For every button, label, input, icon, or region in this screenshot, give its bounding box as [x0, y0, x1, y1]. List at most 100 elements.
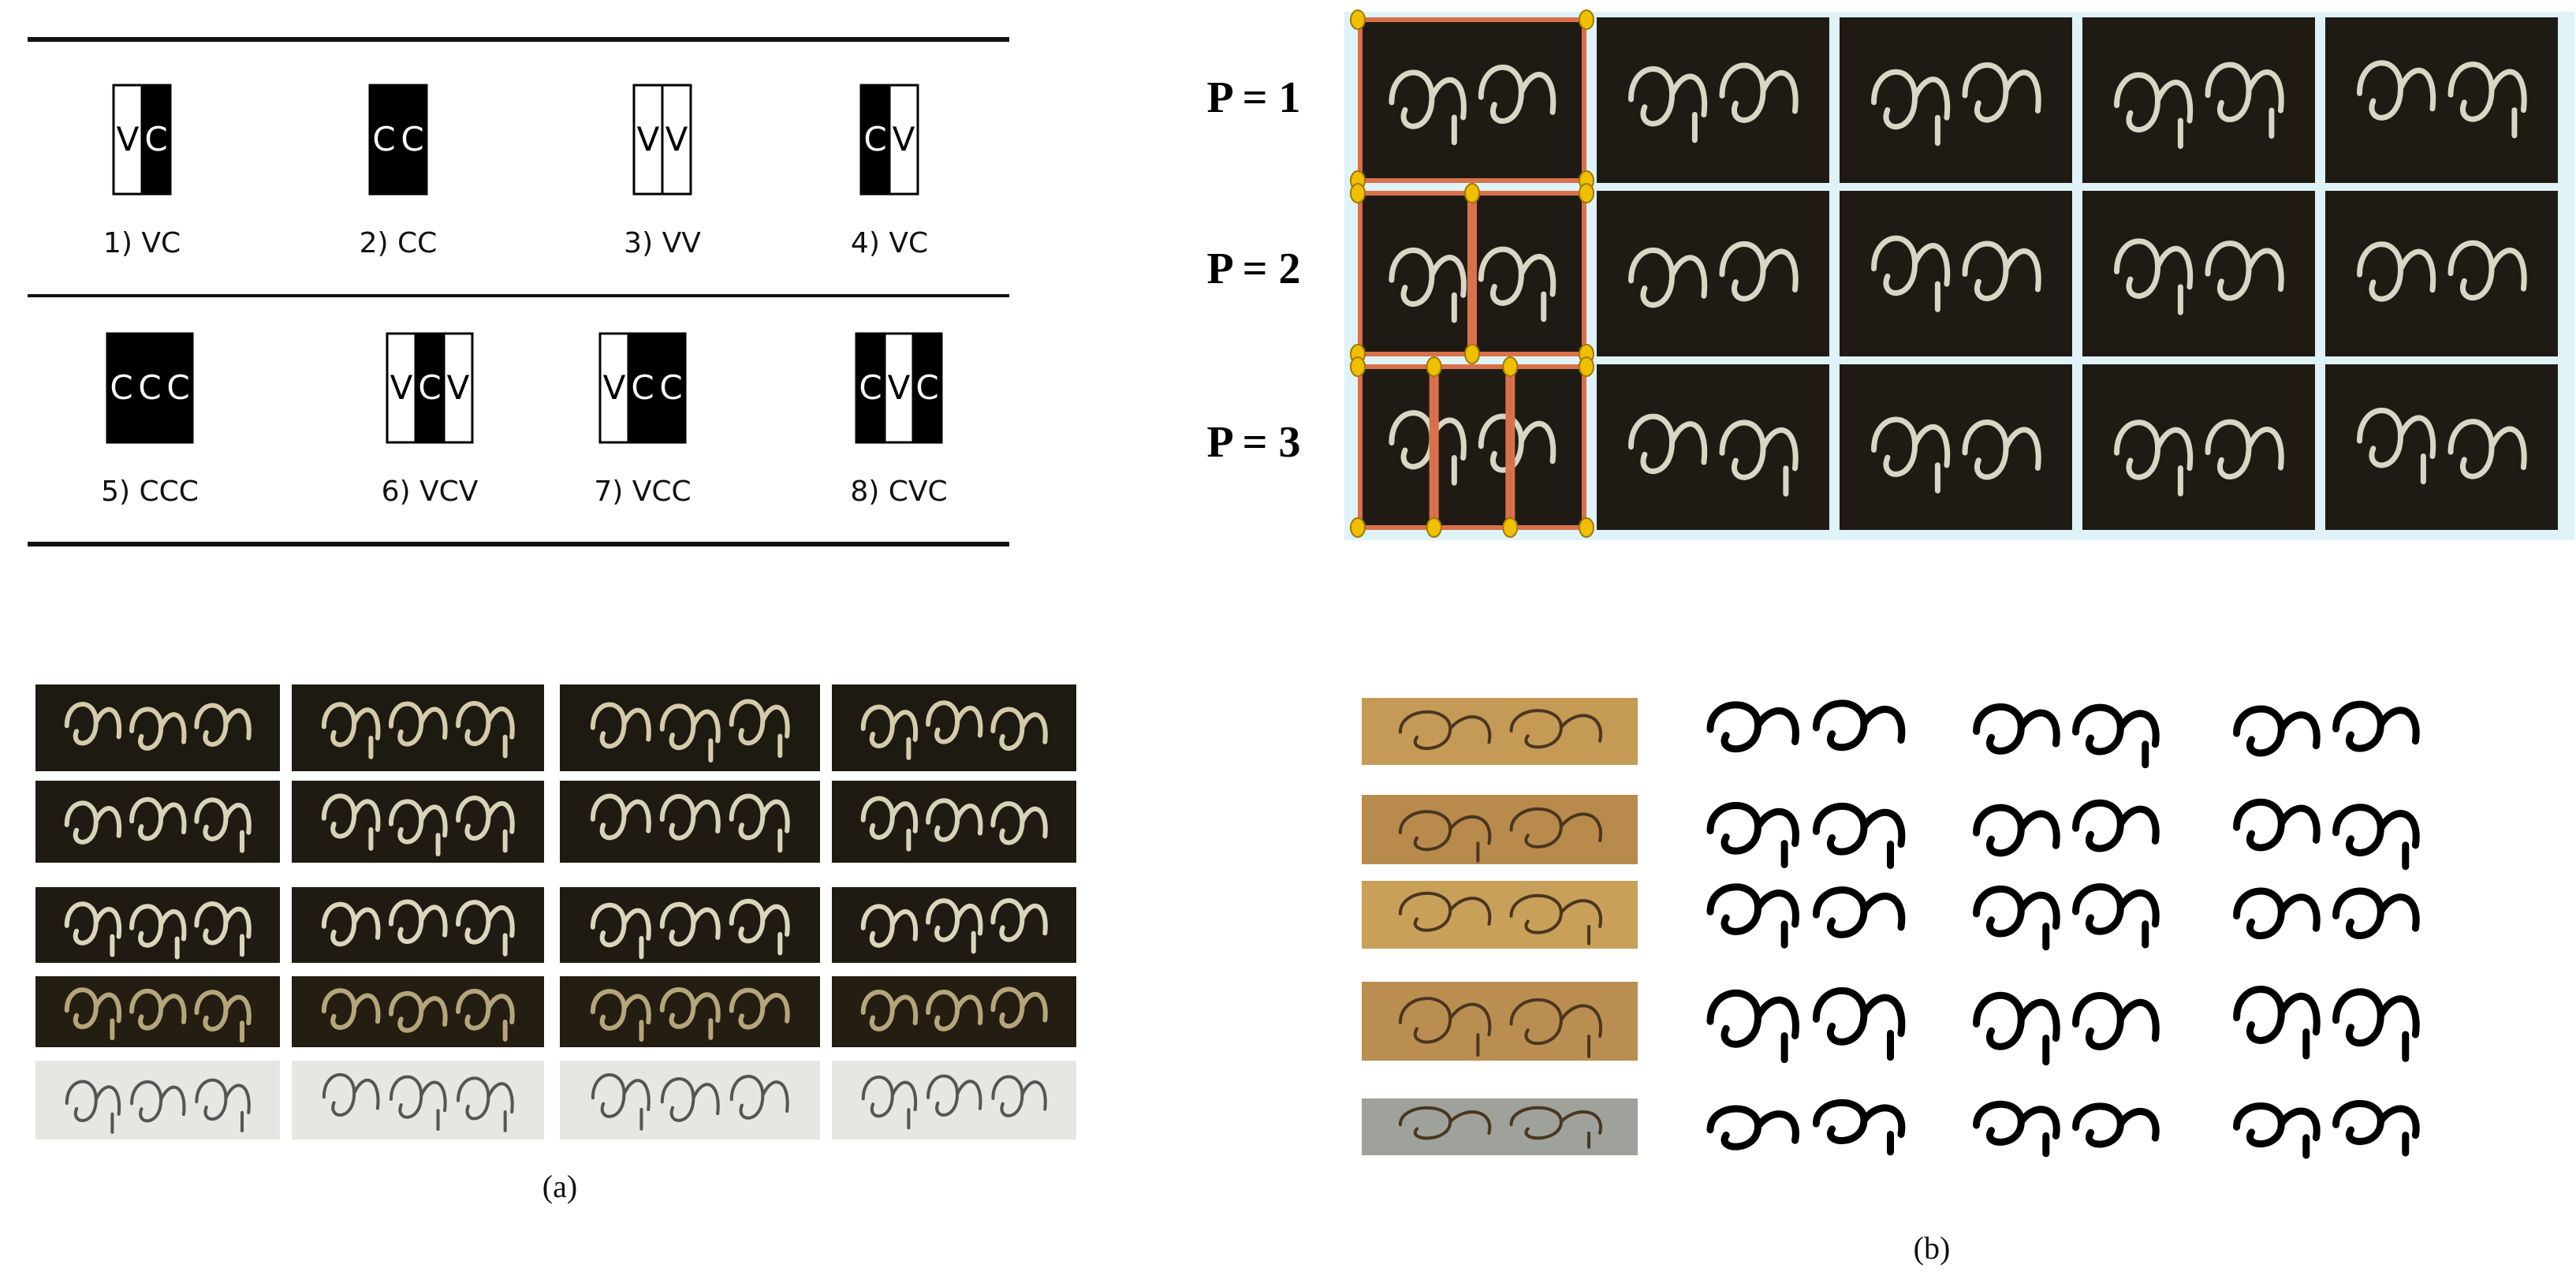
handwritten-glyph [2447, 240, 2527, 300]
handwritten-glyph [590, 702, 651, 749]
handwritten-glyph [659, 901, 721, 947]
handwritten-glyph [129, 904, 187, 960]
handwritten-glyph [590, 989, 651, 1042]
block-letter: V [665, 120, 688, 159]
block-letter: C [144, 120, 167, 159]
consonant-block [397, 84, 428, 196]
handwritten-glyph [1509, 807, 1603, 848]
handwritten-glyph [729, 699, 790, 759]
word-tile [2325, 191, 2558, 356]
handwritten-glyph [1398, 1106, 1492, 1140]
vowel-block [632, 84, 664, 196]
handwritten-glyph [860, 990, 919, 1031]
block-letter: V [888, 368, 911, 407]
handwritten-glyph [2072, 1102, 2160, 1148]
word-image [832, 976, 1076, 1047]
handwritten-glyph [456, 900, 515, 957]
handwritten-glyph [2233, 887, 2321, 940]
vowel-block [883, 332, 915, 444]
handwritten-glyph [194, 797, 252, 853]
handwritten-glyph [1509, 998, 1603, 1058]
word-tile [1840, 17, 2072, 183]
handwritten-glyph [1478, 246, 1556, 323]
syllable-diagram-4-vc: C V 4) VC [851, 84, 928, 259]
handwritten-glyph [388, 701, 448, 747]
partition-node [1350, 9, 1366, 30]
partition-node [1464, 183, 1480, 203]
handwritten-glyph [64, 901, 122, 957]
handwritten-glyph [2332, 988, 2420, 1062]
partition-labels: P = 1 P = 2 P = 3 [1206, 73, 1300, 467]
consonant-block [134, 332, 166, 444]
handwritten-glyph [1973, 991, 2060, 1066]
block-letter: C [138, 368, 161, 407]
block-letter: V [390, 368, 413, 407]
block-letter: C [372, 120, 395, 159]
handwritten-glyph [1812, 886, 1906, 938]
block-letter: V [637, 120, 660, 159]
syllable-label: 7) VCC [594, 476, 691, 508]
syllable-label: 2) CC [360, 227, 438, 259]
handwritten-glyph [590, 793, 651, 841]
handwritten-glyph [660, 1077, 720, 1122]
consonant-block [627, 332, 658, 444]
word-image [292, 1061, 544, 1139]
vowel-block [888, 84, 919, 196]
word-tile [1840, 364, 2072, 530]
word-tile [1597, 364, 1829, 530]
table-row-1: V C1) VCC C2) CCV V3) VVC V4) VC [103, 84, 928, 259]
handwritten-glyph [659, 793, 721, 841]
split-word-tile [1358, 17, 1586, 183]
word-tile [2325, 364, 2558, 530]
handwritten-glyph [2332, 1100, 2420, 1157]
handwritten-glyph [194, 703, 252, 747]
handwritten-glyph [2114, 420, 2194, 497]
handwritten-glyph [2072, 992, 2160, 1050]
word-image [292, 976, 544, 1047]
handwritten-glyph [659, 987, 721, 1040]
handwritten-glyph [1706, 701, 1799, 753]
handwritten-glyph [860, 904, 919, 948]
handwritten-glyph [926, 798, 983, 842]
word-tile [1597, 191, 1829, 356]
partition-node [1579, 9, 1594, 30]
handwritten-glyph [1706, 1105, 1799, 1151]
syllable-diagram-8-cvc: C V C 8) CVC [850, 332, 948, 508]
handwritten-glyph [2205, 419, 2284, 479]
handwritten-glyph [591, 1073, 651, 1131]
handwritten-glyph [1812, 986, 1906, 1061]
handwritten-glyph [2205, 62, 2284, 139]
syllable-label: 4) VC [851, 227, 928, 259]
handwritten-glyph [991, 1075, 1047, 1117]
handwritten-glyph [860, 796, 919, 852]
consonant-block [162, 332, 194, 444]
handwritten-glyph [2072, 883, 2160, 949]
word-image [35, 781, 280, 863]
handwritten-glyph [2447, 62, 2527, 139]
syllable-label: 3) VV [624, 227, 701, 259]
handwritten-glyph [2332, 804, 2420, 871]
handwritten-glyph [2357, 241, 2436, 302]
handwritten-glyph [729, 987, 790, 1030]
word-tile [1597, 17, 1829, 183]
block-letter: C [915, 368, 938, 407]
word-image [35, 976, 280, 1047]
word-image [560, 976, 820, 1047]
word-image [560, 1061, 820, 1139]
handwritten-glyph [321, 702, 381, 759]
vowel-block [386, 332, 417, 444]
block-letter: V [893, 120, 915, 159]
partition-label: P = 1 [1206, 73, 1300, 122]
handwritten-glyph [1871, 416, 1951, 494]
handwritten-glyph [590, 902, 651, 960]
handwritten-glyph [1628, 413, 1708, 474]
word-image-grid-a [35, 684, 1076, 1139]
partition-node [1502, 517, 1519, 538]
handwritten-glyph [2357, 60, 2436, 121]
handwritten-glyph [194, 901, 252, 957]
word-image [292, 887, 544, 963]
palm-leaf-crop-right [1506, 698, 1638, 765]
handwritten-glyph [195, 1078, 251, 1132]
handwritten-glyph [2332, 700, 2420, 752]
